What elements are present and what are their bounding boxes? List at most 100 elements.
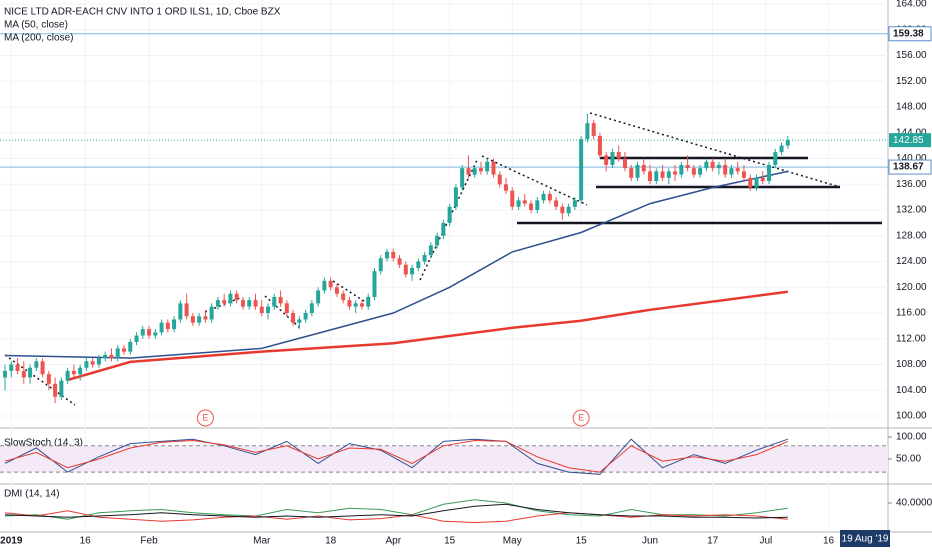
candle-body (591, 123, 596, 136)
candle-body (385, 251, 390, 259)
earnings-marker (572, 409, 590, 427)
indicator-line (4, 503, 788, 519)
trendline (481, 155, 588, 206)
price-label-bg (888, 159, 932, 175)
candle-body (128, 341, 133, 352)
candle-body (316, 290, 321, 304)
candle-body (522, 200, 527, 204)
candle-body (428, 245, 433, 256)
candle-body (491, 161, 496, 175)
trendline (332, 280, 371, 306)
candle-body (109, 354, 114, 359)
candle-body (303, 313, 308, 320)
candle-body (579, 139, 584, 201)
candle-body (554, 200, 559, 207)
candle-body (96, 358, 101, 365)
candle-body (679, 164, 684, 175)
indicator-line (4, 510, 788, 524)
earnings-label: E (202, 412, 208, 422)
candle-body (767, 164, 772, 182)
candle-body (541, 193, 546, 201)
candle-body (416, 261, 421, 268)
x-tick-label: May (503, 536, 522, 547)
y-tick-label: 164.00 (896, 0, 927, 10)
candle-body (629, 168, 634, 178)
candle-body (410, 267, 415, 275)
pane-title: SlowStoch (14, 3) (4, 438, 83, 449)
candle-body (284, 303, 289, 314)
legend-entry: MA (50, close) (4, 20, 68, 31)
y-tick-label: 112.00 (896, 333, 926, 344)
legend-entry: MA (200, close) (4, 33, 73, 44)
date-badge: 19 Aug '19 (842, 534, 889, 545)
ma-line (67, 290, 788, 382)
trendline (589, 112, 841, 188)
candle-body (403, 264, 408, 275)
candle-body (673, 171, 678, 175)
candle-body (147, 329, 152, 336)
candle-body (140, 329, 145, 336)
y-tick-label: 148.00 (896, 102, 927, 113)
earnings-label: E (578, 412, 584, 422)
y-tick-label: 116.00 (896, 308, 926, 319)
candle-body (597, 135, 602, 156)
candle-body (184, 303, 189, 317)
x-tick-label: Jun (642, 536, 658, 547)
y-tick-label: 104.00 (896, 385, 927, 396)
stoch-band (0, 445, 888, 473)
candle-body (622, 158, 627, 169)
candle-body (297, 319, 302, 323)
y-tick-label: 100.00 (896, 411, 927, 422)
candle-body (3, 370, 8, 378)
candle-body (347, 300, 352, 307)
candle-body (660, 171, 665, 178)
y-tick-label: 124.00 (896, 256, 927, 267)
candle-body (341, 293, 346, 301)
candle-body (641, 164, 646, 172)
pane-tick-label: 50.00 (896, 454, 921, 465)
symbol-title: NICE LTD ADR-EACH CNV INTO 1 ORD ILS1, 1… (4, 7, 281, 18)
candle-body (748, 177, 753, 188)
x-tick-label: 16 (80, 536, 92, 547)
candle-body (172, 319, 177, 330)
candle-body (648, 171, 653, 182)
candle-body (90, 361, 95, 365)
candle-body (654, 171, 659, 182)
candle-body (604, 155, 609, 165)
earnings-marker (196, 409, 214, 427)
y-tick-label: 156.00 (896, 50, 927, 61)
candle-body (510, 190, 515, 207)
candle-body (378, 258, 383, 272)
candle-body (460, 168, 465, 188)
candle-body (422, 255, 427, 262)
y-tick-label: 108.00 (896, 359, 927, 370)
candle-body (291, 313, 296, 323)
candle-body (397, 258, 402, 265)
candle-body (698, 168, 703, 175)
y-tick-label: 136.00 (896, 179, 927, 190)
candle-body (585, 123, 590, 140)
pane-tick-label: 100.00 (896, 432, 927, 443)
candle-body (785, 140, 790, 146)
candle-body (309, 303, 314, 314)
last-price-label: 142.85 (893, 135, 924, 146)
candle-body (34, 361, 39, 368)
candle-body (234, 293, 239, 301)
candle-body (359, 303, 364, 307)
candle-body (334, 287, 339, 294)
last-price-bg (889, 133, 931, 148)
x-tick-label: Jul (759, 536, 772, 547)
indicator-line (4, 499, 788, 520)
candle-body (134, 335, 139, 342)
candle-body (84, 361, 89, 368)
y-tick-label: 132.00 (896, 205, 927, 216)
candle-body (535, 200, 540, 211)
candle-body (253, 300, 258, 307)
pane-tick-label: 40.0000 (896, 498, 932, 509)
y-tick-label: 152.00 (896, 76, 927, 87)
indicator-line (4, 439, 788, 473)
candle-body (466, 168, 471, 175)
candle-body (773, 152, 778, 165)
candle-body (46, 374, 51, 384)
